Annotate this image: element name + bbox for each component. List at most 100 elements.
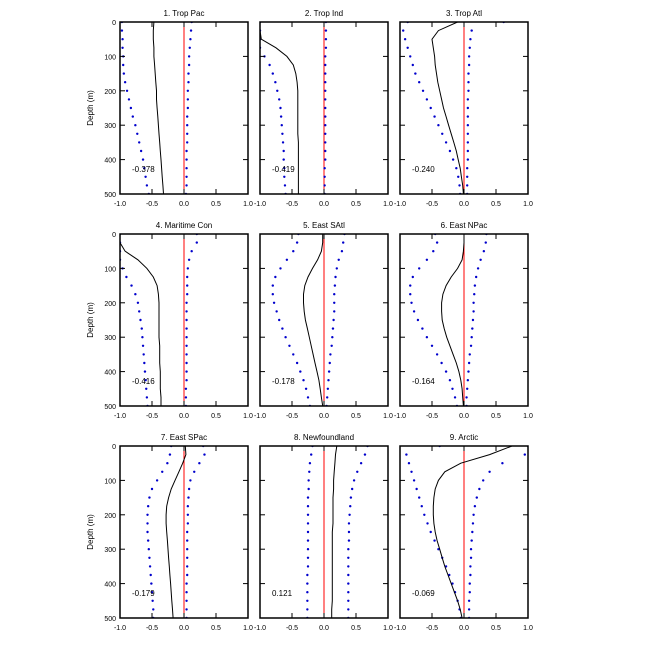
bound-point (349, 505, 352, 508)
bound-point (275, 310, 278, 313)
bound-point (324, 115, 327, 118)
bound-point (473, 284, 477, 287)
y-tick-label: 0 (112, 232, 116, 239)
bound-point (143, 167, 146, 170)
bound-point (467, 63, 471, 67)
x-tick-label: 1.0 (383, 413, 393, 420)
bound-point (186, 89, 190, 93)
bound-point (457, 175, 460, 178)
y-tick-label: 400 (104, 158, 116, 165)
bound-point (324, 63, 327, 67)
bound-point (279, 267, 282, 270)
bound-point (122, 63, 125, 67)
bound-point (467, 599, 471, 602)
bound-point (187, 258, 191, 261)
bound-point (349, 496, 353, 499)
bound-point (466, 379, 470, 382)
bound-point (161, 470, 164, 473)
bound-point (146, 505, 150, 508)
bound-point (466, 167, 469, 170)
bound-point (466, 175, 469, 178)
bound-point (323, 167, 326, 170)
bound-point (306, 522, 310, 525)
bound-point (429, 530, 432, 534)
bound-point (323, 175, 326, 178)
bound-point (402, 29, 405, 32)
bound-point (306, 573, 309, 577)
bound-point (306, 582, 309, 585)
bound-point (466, 141, 470, 144)
bound-point (281, 132, 284, 135)
bound-point (342, 241, 345, 244)
bound-point (347, 556, 350, 559)
x-tick-label: -0.5 (286, 201, 298, 208)
bound-point (333, 293, 336, 296)
bound-point (186, 556, 189, 559)
bound-point (306, 396, 310, 399)
y-tick-label: 500 (104, 404, 116, 411)
bound-point (186, 505, 190, 508)
bound-point (136, 301, 140, 304)
bound-point (272, 301, 276, 304)
bound-point (186, 275, 189, 279)
bound-point (433, 115, 436, 118)
bound-point (146, 513, 149, 516)
bound-point (333, 310, 336, 313)
mean-line (152, 22, 164, 194)
bound-point (188, 46, 191, 49)
mean-line (431, 22, 464, 194)
bound-point (295, 241, 299, 244)
bound-point (469, 565, 472, 568)
y-tick-label: 0 (112, 444, 116, 451)
bound-point (467, 55, 471, 58)
x-tick-label: -0.5 (426, 201, 438, 208)
bound-point (141, 336, 144, 339)
panel-annotation: -0.178 (272, 377, 295, 386)
bound-point (145, 184, 149, 187)
bound-point (466, 98, 470, 101)
bound-series-upper (184, 22, 193, 194)
bound-point (125, 275, 128, 279)
y-tick-label: 500 (104, 616, 116, 623)
bound-point (186, 573, 189, 577)
bound-point (282, 158, 285, 161)
mean-line (331, 446, 338, 618)
bound-point (283, 184, 287, 187)
bound-series-upper (465, 234, 488, 406)
bound-point (405, 453, 408, 456)
bound-point (186, 293, 189, 296)
bound-point (292, 353, 295, 356)
bound-point (472, 310, 475, 313)
bound-point (421, 89, 425, 93)
y-axis-label: Depth (m) (86, 302, 95, 338)
x-tick-label: 1.0 (523, 625, 533, 632)
bound-series-lower (146, 446, 173, 618)
bound-point (466, 158, 470, 161)
bound-point (189, 29, 193, 32)
bound-point (420, 505, 423, 508)
bound-point (473, 505, 477, 508)
bound-point (466, 106, 470, 110)
bound-point (283, 175, 286, 178)
bound-point (473, 293, 476, 296)
x-tick-label: 0.0 (319, 413, 329, 420)
bound-series-lower (402, 22, 462, 194)
bound-point (271, 284, 274, 287)
bound-point (410, 470, 413, 473)
bound-point (138, 310, 141, 313)
panel-annotation: -0.419 (272, 165, 295, 174)
bound-point (326, 387, 330, 390)
bound-point (333, 301, 336, 304)
x-tick-label: 1.0 (523, 413, 533, 420)
bound-point (123, 81, 127, 84)
panel-title: 4. Maritime Con (156, 221, 212, 230)
bound-point (407, 462, 411, 465)
bound-point (138, 141, 141, 144)
bound-point (130, 284, 133, 287)
bound-point (469, 556, 473, 559)
bound-point (425, 258, 429, 261)
bound-point (425, 98, 429, 101)
bound-point (435, 353, 439, 356)
bound-point (306, 505, 310, 508)
